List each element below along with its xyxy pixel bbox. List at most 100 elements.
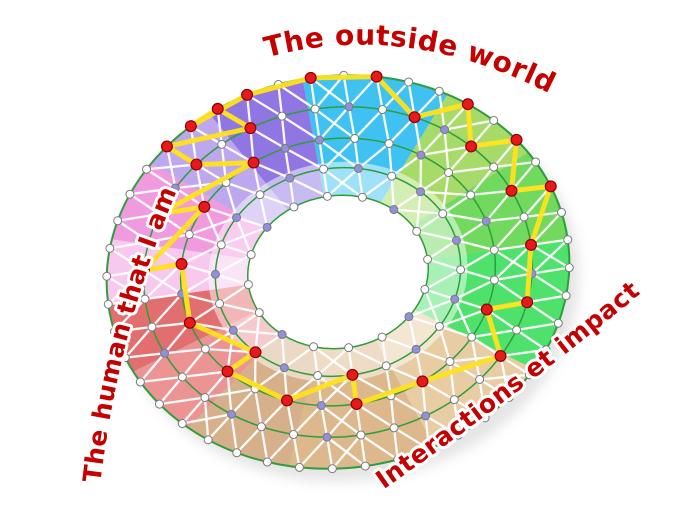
- mesh-edge: [258, 193, 296, 209]
- node: [125, 189, 135, 199]
- mesh-edge: [390, 175, 395, 211]
- mesh-edge: [485, 189, 513, 223]
- red-node: [505, 184, 518, 197]
- red-node: [249, 346, 262, 359]
- mesh-edge: [108, 240, 150, 250]
- node: [449, 395, 459, 405]
- node: [210, 269, 220, 279]
- inner-fade: [208, 161, 468, 383]
- node: [232, 448, 242, 458]
- mesh-edge: [232, 311, 261, 332]
- mesh-edge: [284, 147, 325, 171]
- mesh-edge: [459, 268, 496, 282]
- mesh-edge: [288, 176, 329, 198]
- mesh-edge: [128, 186, 177, 196]
- node: [203, 435, 213, 445]
- mesh-edge: [113, 325, 154, 333]
- node: [423, 254, 433, 264]
- mesh-edge: [266, 433, 295, 464]
- mesh-edge: [181, 396, 207, 425]
- mesh-edge: [413, 116, 423, 157]
- red-node: [525, 238, 538, 251]
- mesh-edge: [181, 370, 229, 379]
- mesh-edge: [220, 243, 253, 256]
- mesh-edge: [438, 325, 452, 363]
- mesh-edge: [415, 212, 444, 233]
- red-node: [198, 200, 211, 213]
- mesh-edge: [499, 354, 511, 399]
- node: [344, 343, 354, 353]
- mesh-edge: [392, 208, 444, 215]
- node: [254, 308, 264, 318]
- mesh-edge: [426, 258, 462, 271]
- mesh-edge: [318, 138, 325, 171]
- node: [556, 207, 566, 217]
- node: [444, 168, 454, 178]
- mesh-edge: [181, 413, 233, 425]
- mesh-edge: [204, 347, 257, 354]
- mesh-edge: [441, 212, 488, 223]
- node: [232, 213, 242, 223]
- mesh-edge: [292, 433, 301, 469]
- mesh-edge: [312, 345, 319, 377]
- node: [466, 190, 476, 200]
- mesh-edge: [390, 153, 423, 178]
- mesh-edge: [414, 348, 452, 363]
- mesh-edge: [139, 352, 166, 384]
- red-node: [480, 303, 493, 316]
- mesh-edge: [529, 238, 569, 247]
- node: [170, 183, 180, 193]
- mesh-edge: [387, 116, 416, 145]
- mesh-edge: [347, 346, 388, 368]
- node: [294, 462, 304, 472]
- node: [309, 342, 319, 352]
- mesh-edge: [441, 193, 472, 215]
- mesh-edge: [419, 153, 423, 193]
- mesh-edge: [245, 93, 284, 118]
- mesh-edge: [469, 189, 513, 197]
- node: [381, 361, 391, 371]
- node: [353, 163, 363, 173]
- node: [279, 363, 289, 373]
- node: [360, 461, 370, 471]
- mesh-edge: [322, 137, 356, 171]
- node: [313, 371, 323, 381]
- node: [524, 370, 534, 380]
- mesh-edge: [224, 181, 238, 219]
- mesh-edge: [280, 115, 287, 150]
- node: [553, 318, 563, 328]
- mesh-edge: [214, 253, 253, 276]
- red-node: [346, 368, 359, 381]
- mesh-edge: [113, 297, 147, 333]
- mesh-edge: [258, 193, 269, 229]
- node: [144, 237, 154, 247]
- node: [344, 102, 354, 112]
- mesh-edge: [453, 398, 487, 419]
- node: [215, 299, 225, 309]
- node: [277, 111, 287, 121]
- mesh-edge: [357, 167, 364, 199]
- mesh-edge: [313, 74, 345, 111]
- mesh-edge: [347, 105, 356, 140]
- mesh-edge: [459, 248, 496, 271]
- mesh-edge: [529, 211, 563, 247]
- mesh-edge: [515, 322, 560, 332]
- node: [322, 432, 332, 442]
- mesh-edge: [423, 268, 462, 291]
- mesh-edge: [320, 373, 354, 407]
- mesh-edge: [359, 433, 399, 461]
- mesh-edge: [325, 436, 334, 470]
- mesh-edge: [158, 396, 207, 406]
- red-node: [211, 102, 224, 115]
- node: [467, 332, 477, 342]
- node: [489, 115, 499, 125]
- mesh-edge: [235, 425, 263, 454]
- node: [110, 327, 120, 337]
- mesh-edge: [419, 190, 472, 197]
- node: [404, 312, 414, 322]
- mesh-edge: [280, 115, 321, 142]
- red-node: [247, 156, 260, 169]
- node: [440, 125, 450, 135]
- node: [142, 164, 152, 174]
- mesh-edge: [407, 315, 441, 328]
